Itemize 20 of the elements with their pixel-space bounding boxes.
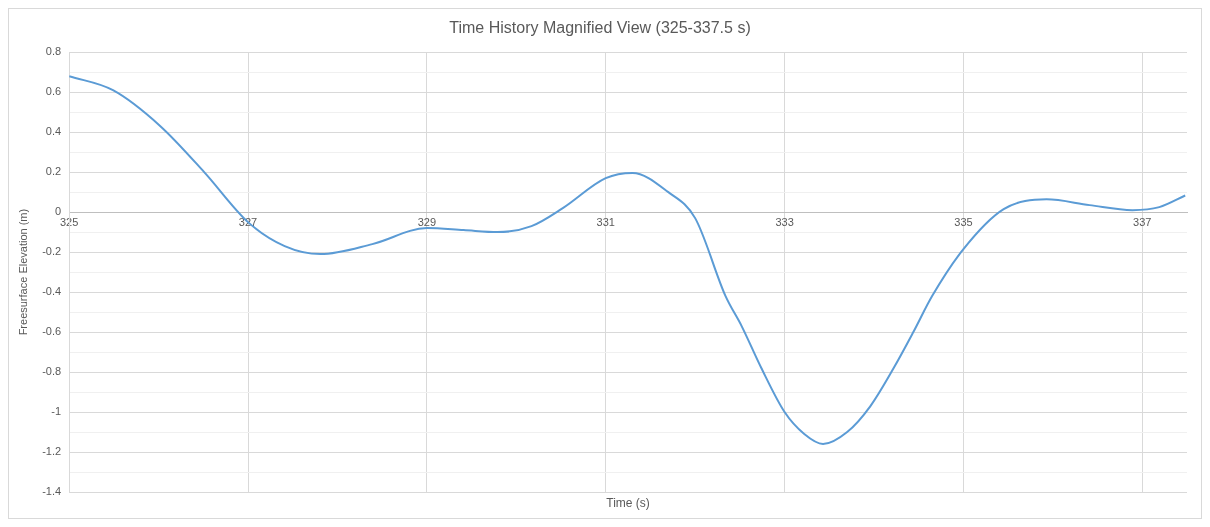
x-tick-label: 337	[1133, 215, 1152, 228]
y-tick-label: -0.8	[42, 365, 62, 378]
x-tick-label: 335	[954, 215, 973, 228]
x-tick-label: 329	[417, 215, 437, 228]
y-tick-label: 0.8	[45, 45, 62, 58]
y-tick-label: -0.2	[42, 245, 62, 258]
y-tick-label: -0.6	[42, 325, 62, 338]
y-tick-label: -1.4	[42, 485, 62, 498]
y-tick-label: 0	[55, 205, 62, 218]
chart-title: Time History Magnified View (325-337.5 s)	[449, 19, 751, 37]
y-tick-label: 0.6	[45, 85, 62, 98]
y-axis-title: Freesurface Elevation (m)	[16, 208, 29, 336]
y-tick-label: -0.4	[42, 285, 62, 298]
x-tick-label: 333	[775, 215, 794, 228]
y-tick-label: -1	[51, 405, 62, 418]
y-tick-label: 0.4	[45, 125, 62, 138]
y-tick-label: -1.2	[42, 445, 62, 458]
x-axis-title: Time (s)	[606, 496, 650, 511]
y-tick-label: 0.2	[45, 165, 62, 178]
x-tick-label: 331	[596, 215, 615, 228]
